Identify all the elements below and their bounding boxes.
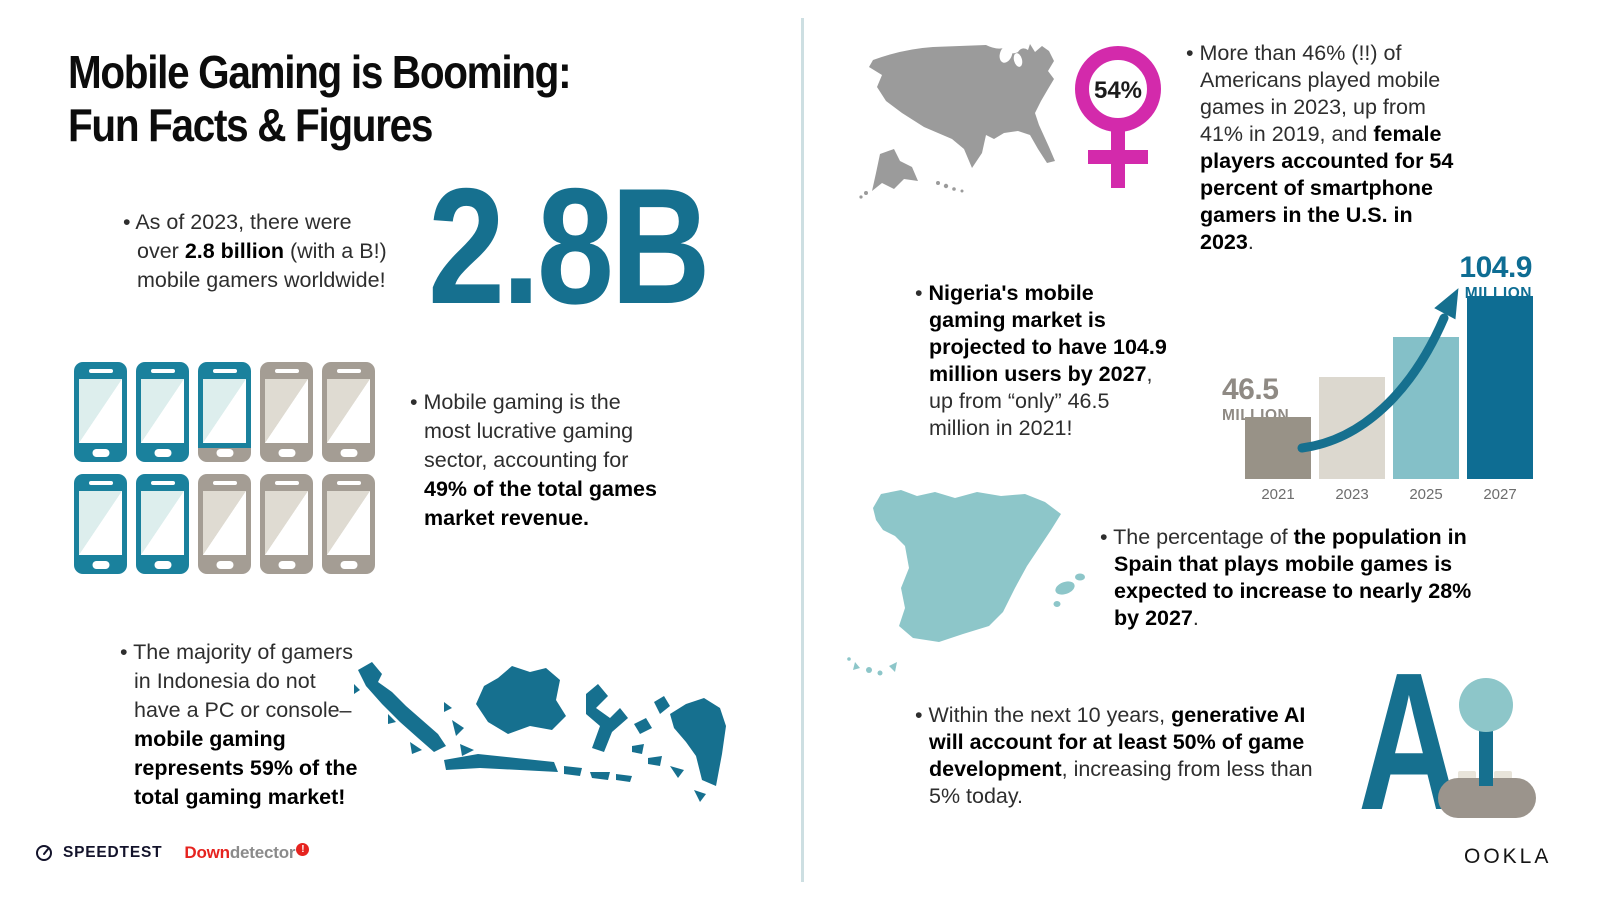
chart-axis-label-2027: 2027 — [1483, 486, 1517, 503]
footer-left-logos: SPEEDTEST Downdetector! — [35, 843, 310, 863]
fact-market-revenue: • Mobile gaming is the most lucrative ga… — [410, 390, 657, 530]
phone-home-button — [278, 561, 295, 569]
phone-speaker — [212, 369, 237, 373]
phone-icon-teal — [74, 474, 127, 574]
fact-spain: • The percentage of the population in Sp… — [1100, 525, 1472, 630]
phone-icon-teal — [136, 474, 189, 574]
phone-icon-teal — [136, 362, 189, 462]
phone-home-button — [216, 561, 233, 569]
ookla-logo: OOKLA — [1464, 845, 1552, 868]
phone-screen — [203, 379, 246, 443]
page-title: Mobile Gaming is Booming: Fun Facts & Fi… — [68, 46, 572, 153]
phone-icon-gray — [260, 362, 313, 462]
phone-screen — [141, 491, 184, 555]
phone-icon-gray — [260, 474, 313, 574]
chart-end-label: 104.9 MILLION — [1459, 253, 1532, 302]
phone-icon-gray — [322, 362, 375, 462]
female-gamers-percent: 54% — [1093, 77, 1143, 104]
downdetector-logo-detector: detector — [229, 843, 296, 862]
spain-map — [847, 490, 1085, 676]
chart-end-value: 104.9 — [1459, 251, 1532, 284]
growth-arrow-icon — [1297, 288, 1459, 453]
phone-home-button — [278, 449, 295, 457]
phone-icon-partial — [198, 362, 251, 462]
downdetector-logo-down: Down — [184, 843, 230, 862]
chart-bar-2027 — [1467, 296, 1533, 479]
phone-speaker — [336, 481, 361, 485]
nigeria-bar-chart: 46.5 MILLION 104.9 MILLION 2021 2023 2025 2… — [1222, 245, 1544, 503]
phone-speaker — [88, 481, 113, 485]
phone-screen — [79, 491, 122, 555]
big-stat-2-8b: 2.8B — [428, 154, 711, 338]
phone-home-button — [154, 449, 171, 457]
phone-speaker — [150, 369, 175, 373]
downdetector-logo: Downdetector! — [184, 843, 310, 863]
phone-home-button — [216, 449, 233, 457]
phone-screen — [327, 379, 370, 443]
fact-us-players: • More than 46% (!!) of Americans played… — [1186, 41, 1454, 254]
chart-start-value: 46.5 — [1222, 373, 1279, 406]
phone-icon-gray — [322, 474, 375, 574]
phone-screen — [141, 379, 184, 443]
joystick-button-icon — [1494, 771, 1512, 780]
phone-grid — [74, 362, 394, 574]
ai-graphic: A — [1330, 640, 1560, 840]
female-symbol-icon — [1075, 46, 1161, 188]
phone-speaker — [274, 481, 299, 485]
chart-axis-label-2023: 2023 — [1335, 486, 1369, 503]
indonesia-map — [354, 662, 726, 802]
joystick-button-icon — [1458, 771, 1476, 780]
page-title-line1: Mobile Gaming is Booming: — [68, 46, 572, 98]
phone-screen — [79, 379, 122, 443]
chart-axis-label-2021: 2021 — [1261, 486, 1295, 503]
phone-speaker — [274, 369, 299, 373]
page-title-line2: Fun Facts & Figures — [68, 99, 433, 152]
phone-speaker — [88, 369, 113, 373]
phone-home-button — [92, 561, 109, 569]
downdetector-alert-icon: ! — [296, 843, 310, 856]
phone-home-button — [154, 561, 171, 569]
phone-home-button — [340, 449, 357, 457]
phone-speaker — [150, 481, 175, 485]
phone-screen — [203, 491, 246, 555]
fact-nigeria: • Nigeria's mobile gaming market is proj… — [915, 281, 1167, 440]
speedtest-logo: SPEEDTEST — [63, 844, 163, 861]
phone-icon-gray — [198, 474, 251, 574]
fact-gamers-worldwide: • As of 2023, there were over 2.8 billio… — [123, 210, 387, 292]
joystick-ball-icon — [1459, 678, 1513, 732]
joystick-stick-icon — [1479, 728, 1493, 786]
phone-home-button — [92, 449, 109, 457]
fact-indonesia: • The majority of gamers in Indonesia do… — [120, 640, 358, 809]
phone-screen — [265, 379, 308, 443]
phone-speaker — [212, 481, 237, 485]
fact-generative-ai: • Within the next 10 years, generative A… — [915, 703, 1313, 808]
chart-axis-label-2025: 2025 — [1409, 486, 1443, 503]
center-divider — [801, 18, 804, 882]
speedtest-gauge-icon — [36, 845, 52, 861]
phone-speaker — [336, 369, 361, 373]
phone-home-button — [340, 561, 357, 569]
us-map — [859, 44, 1055, 199]
phone-screen — [265, 491, 308, 555]
phone-icon-teal — [74, 362, 127, 462]
bar-chart-bars: 2021 2023 2025 2027 — [1222, 245, 1544, 503]
phone-screen — [327, 491, 370, 555]
